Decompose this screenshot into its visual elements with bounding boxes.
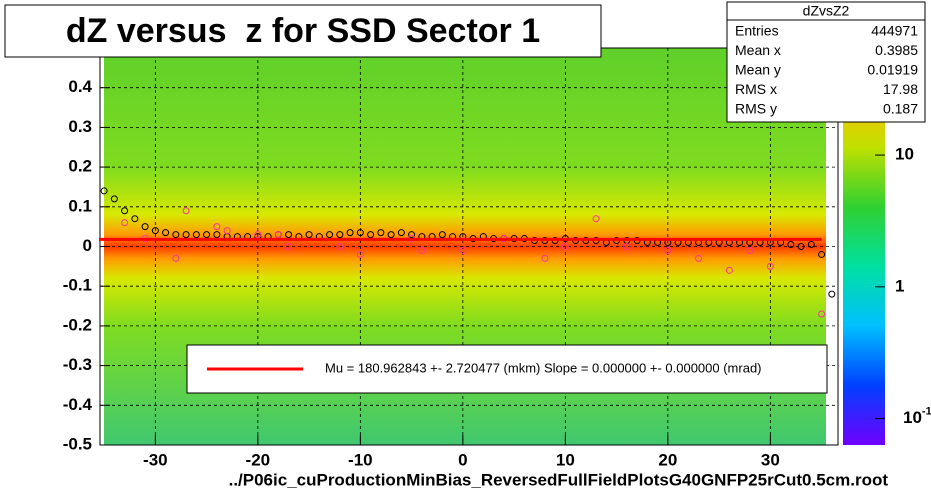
profile-point [346, 229, 354, 237]
x-tick-label: 0 [458, 450, 467, 469]
stats-title: dZvsZ2 [803, 3, 850, 19]
y-tick-label: -0.5 [63, 434, 92, 453]
y-tick-label: 0 [83, 236, 92, 255]
y-tick-label: 0.2 [68, 157, 92, 176]
profile-point [223, 227, 231, 235]
x-tick-label: -30 [143, 450, 168, 469]
profile-point [162, 229, 170, 237]
profile-point [326, 231, 334, 239]
profile-point [192, 231, 200, 239]
profile-point [367, 231, 375, 239]
stats-value: 17.98 [883, 81, 918, 97]
stats-box [726, 1, 926, 123]
profile-point [418, 246, 426, 254]
profile-point [285, 243, 293, 250]
stats-value: 0.01919 [867, 62, 918, 78]
profile-point [141, 223, 149, 231]
z-tick-label: 10 [895, 145, 914, 164]
profile-point [408, 231, 416, 239]
x-tick-label: 10 [556, 450, 575, 469]
profile-point [213, 223, 221, 231]
z-tick-label: 1 [895, 276, 904, 295]
profile-point [172, 231, 180, 239]
profile-point [766, 262, 774, 270]
stats-value: 0.187 [883, 101, 918, 117]
profile-point [664, 246, 672, 254]
profile-point [438, 231, 446, 239]
profile-point [172, 254, 180, 262]
x-tick-label: 20 [658, 450, 677, 469]
stats-value: 0.3985 [875, 42, 918, 58]
x-axis-label: ../P06ic_cuProductionMinBias_ReversedFul… [229, 470, 889, 489]
x-tick-label: 30 [761, 450, 780, 469]
profile-point [695, 254, 703, 262]
stats-label: Entries [735, 23, 779, 39]
profile-point [797, 243, 805, 250]
profile-point [459, 246, 467, 254]
profile-point [818, 310, 826, 318]
y-tick-label: 0.4 [68, 77, 92, 96]
y-tick-label: -0.2 [63, 315, 92, 334]
stats-label: RMS x [735, 81, 777, 97]
stats-label: Mean x [735, 42, 781, 58]
profile-point [254, 231, 262, 239]
profile-point [213, 231, 221, 239]
profile-point [746, 246, 754, 254]
profile-point [100, 187, 108, 195]
title-box [4, 4, 602, 58]
y-tick-label: -0.1 [63, 276, 92, 295]
profile-point [356, 229, 364, 237]
profile-point [110, 195, 118, 203]
profile-point [818, 250, 826, 258]
profile-point [387, 231, 395, 239]
profile-point [182, 207, 190, 215]
profile-point [305, 231, 313, 239]
profile-point [623, 243, 631, 250]
profile-point [182, 231, 190, 239]
profile-point [787, 241, 795, 249]
profile-point [377, 229, 385, 237]
x-tick-label: -10 [348, 450, 373, 469]
y-tick-label: -0.4 [63, 395, 93, 414]
profile-point [592, 215, 600, 223]
y-tick-label: 0.3 [68, 117, 92, 136]
profile-point [828, 290, 836, 298]
profile-point [807, 241, 815, 249]
stats-value: 444971 [871, 23, 918, 39]
profile-point [336, 243, 344, 250]
profile-point [121, 207, 129, 215]
profile-point [725, 266, 733, 274]
profile-point [356, 250, 364, 258]
profile-point [285, 231, 293, 239]
profile-point [203, 231, 211, 239]
legend-text: Mu = 180.962843 +- 2.720477 (mkm) Slope … [325, 360, 762, 375]
profile-point [131, 215, 139, 223]
profile-point [121, 219, 129, 227]
profile-point [561, 243, 569, 250]
profile-point [397, 229, 405, 237]
profile-point [336, 231, 344, 239]
stats-label: Mean y [735, 62, 781, 78]
y-tick-label: 0.1 [68, 196, 92, 215]
y-tick-label: -0.3 [63, 355, 92, 374]
chart-title: dZ versus z for SSD Sector 1 [66, 12, 540, 50]
profile-point [274, 231, 282, 239]
profile-point [541, 254, 549, 262]
profile-point [151, 227, 159, 235]
stats-rows: Entries 444971 Mean x 0.3985 Mean y 0.01919 RM… [735, 23, 918, 117]
stats-label: RMS y [735, 101, 777, 117]
x-tick-label: -20 [246, 450, 271, 469]
